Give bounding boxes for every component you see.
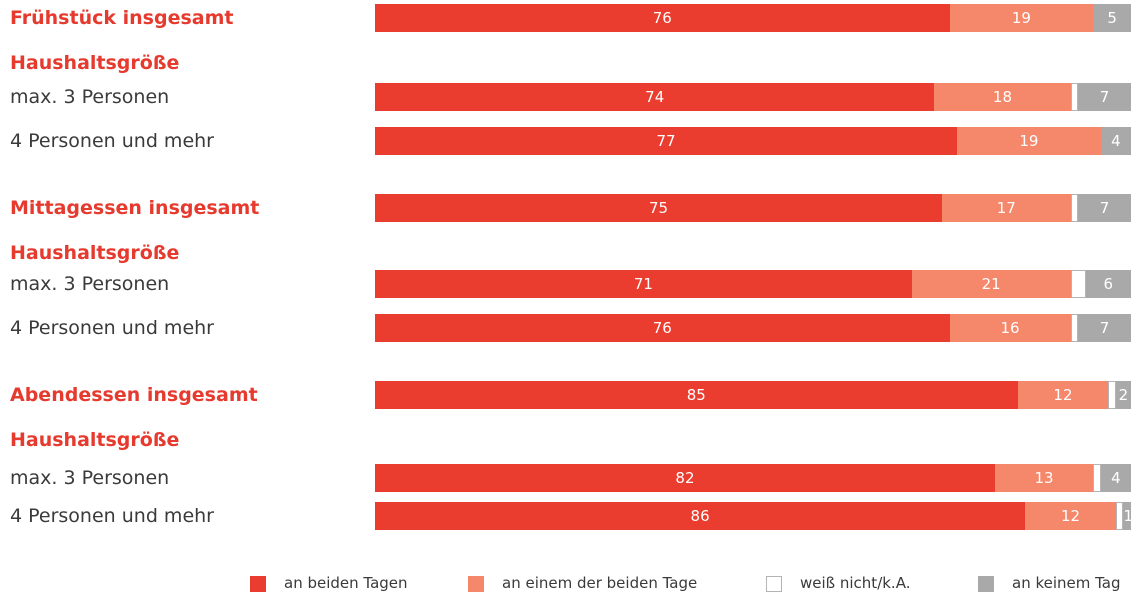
legend-swatch xyxy=(250,576,266,592)
bar-segment xyxy=(1078,314,1131,342)
bar-value-label: 5 xyxy=(1107,9,1117,27)
bar-segment xyxy=(1100,464,1131,492)
legend-label: an keinem Tag xyxy=(1012,574,1121,592)
bar-value-label: 82 xyxy=(675,469,695,487)
bar-value-label: 71 xyxy=(633,275,653,293)
row-label: max. 3 Personen xyxy=(10,86,170,108)
bar-segment xyxy=(911,270,1071,298)
row-label: Haushaltsgröße xyxy=(10,242,180,264)
bar-segment xyxy=(994,464,1094,492)
bar-value-label: 16 xyxy=(1000,319,1020,337)
legend-label: an beiden Tagen xyxy=(284,574,408,592)
row-label: 4 Personen und mehr xyxy=(10,317,214,339)
legend-swatch xyxy=(978,576,994,592)
bar-segment xyxy=(375,314,950,342)
bar-segment xyxy=(1108,381,1116,409)
bar-value-label: 7 xyxy=(1099,88,1110,106)
bar-segment xyxy=(1093,464,1101,492)
row-label: Haushaltsgröße xyxy=(10,52,180,74)
bar-segment xyxy=(1025,502,1116,530)
bar-segment xyxy=(1085,270,1131,298)
bar-value-label: 74 xyxy=(645,88,665,106)
bar-segment xyxy=(375,464,995,492)
row-label: Haushaltsgröße xyxy=(10,429,180,451)
bar-value-label: 19 xyxy=(1019,132,1039,150)
bar-segment xyxy=(1078,194,1131,222)
row-label: max. 3 Personen xyxy=(10,273,170,295)
bar-value-label: 4 xyxy=(1111,132,1121,150)
legend-swatch xyxy=(766,576,782,592)
bar-value-label: 7 xyxy=(1099,319,1110,337)
bar-value-label: 86 xyxy=(690,507,710,525)
bar-segment xyxy=(375,270,912,298)
bar-value-label: 12 xyxy=(1060,507,1081,525)
bar-segment xyxy=(375,4,950,32)
bar-segment xyxy=(1115,502,1124,530)
bar-segment xyxy=(949,4,1094,32)
legend: an beiden Tagen an einem der beiden Tage w… xyxy=(0,571,1134,595)
row-label: max. 3 Personen xyxy=(10,467,170,489)
bar-value-label: 7 xyxy=(1099,199,1110,217)
legend-swatch xyxy=(468,576,484,592)
bar-value-label: 13 xyxy=(1034,469,1054,487)
bar-value-label: 76 xyxy=(652,319,672,337)
bar-value-label: 12 xyxy=(1053,386,1073,404)
legend-label: an einem der beiden Tage xyxy=(502,574,698,592)
row-label: Frühstück insgesamt xyxy=(10,7,234,29)
bar-segment xyxy=(1017,381,1109,409)
row-label: 4 Personen und mehr xyxy=(10,130,214,152)
bar-segment xyxy=(1070,83,1079,111)
bar-value-label: 1 xyxy=(1123,507,1133,525)
bar-segment xyxy=(949,314,1071,342)
row-label: Mittagessen insgesamt xyxy=(10,197,260,219)
bar-value-label: 76 xyxy=(652,9,672,27)
bar-value-label: 4 xyxy=(1111,469,1121,487)
bar-value-label: 6 xyxy=(1103,275,1114,293)
bar-segment xyxy=(1070,194,1079,222)
bar-segment xyxy=(1115,381,1131,409)
bar-segment xyxy=(1070,314,1079,342)
bar-segment xyxy=(375,83,935,111)
row-label: 4 Personen und mehr xyxy=(10,505,214,527)
bar-segment xyxy=(1070,270,1086,298)
bar-segment xyxy=(375,502,1026,530)
bar-segment xyxy=(1093,4,1131,32)
row-label: Abendessen insgesamt xyxy=(10,384,258,406)
bar-segment xyxy=(1123,502,1131,530)
bar-segment xyxy=(1078,83,1131,111)
bar-value-label: 2 xyxy=(1118,386,1129,404)
bar-value-label: 75 xyxy=(648,199,669,217)
legend-label: weiß nicht/k.A. xyxy=(800,574,911,592)
bar-value-label: 21 xyxy=(981,275,1001,293)
bar-value-label: 19 xyxy=(1011,9,1031,27)
bar-segment xyxy=(375,381,1018,409)
bar-segment xyxy=(934,83,1071,111)
bar-value-label: 77 xyxy=(656,132,676,150)
bar-segment xyxy=(375,127,958,155)
bar-value-label: 18 xyxy=(992,88,1013,106)
bar-segment xyxy=(375,194,942,222)
bar-value-label: 17 xyxy=(996,199,1016,217)
bar-segment xyxy=(942,194,1071,222)
bar-value-label: 85 xyxy=(686,386,706,404)
bar-segment xyxy=(1100,127,1131,155)
bar-segment xyxy=(957,127,1101,155)
